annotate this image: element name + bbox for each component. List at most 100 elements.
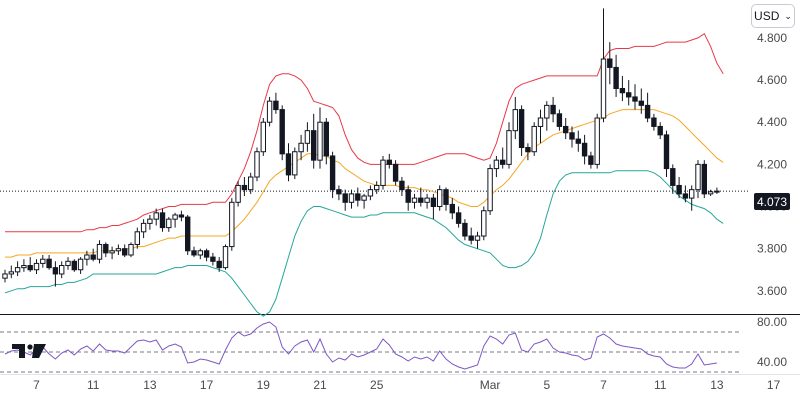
candle-body bbox=[626, 92, 632, 98]
candle-body bbox=[216, 260, 222, 269]
candle-body bbox=[52, 267, 59, 275]
candle-body bbox=[317, 121, 323, 161]
candle bbox=[14, 261, 21, 277]
candle bbox=[682, 185, 689, 203]
candle bbox=[109, 246, 115, 260]
candle-body bbox=[147, 218, 153, 224]
currency-label: USD bbox=[754, 9, 780, 23]
candle-body bbox=[462, 222, 468, 237]
candlestick-series bbox=[2, 8, 720, 287]
candle bbox=[670, 164, 676, 194]
candle bbox=[140, 219, 147, 239]
time-tick-label: 11 bbox=[654, 378, 667, 392]
candle-body bbox=[569, 132, 575, 140]
candle-body bbox=[311, 130, 317, 161]
candle-body bbox=[153, 212, 159, 220]
price-tick-label: 3.800 bbox=[757, 242, 787, 256]
candle bbox=[46, 254, 52, 270]
candle bbox=[361, 193, 367, 209]
candle bbox=[197, 248, 204, 260]
last-price-label: 4.073 bbox=[754, 193, 790, 210]
price-axis[interactable]: 3.6003.8004.0004.2004.4004.6004.80080.00… bbox=[757, 31, 787, 369]
rsi-line bbox=[4, 321, 717, 370]
candle bbox=[676, 177, 682, 199]
candle-body bbox=[481, 210, 487, 237]
candle bbox=[418, 187, 424, 207]
currency-selector-button[interactable]: USD ⌄ bbox=[751, 4, 795, 28]
candle bbox=[285, 143, 292, 182]
price-tick-label: 4.200 bbox=[757, 157, 787, 171]
candle bbox=[77, 257, 84, 274]
candle bbox=[59, 261, 65, 279]
candle-body bbox=[115, 248, 122, 252]
candle bbox=[323, 118, 330, 165]
candle bbox=[626, 80, 632, 106]
candle bbox=[594, 113, 600, 169]
candle-body bbox=[329, 155, 336, 191]
time-tick-label: 21 bbox=[313, 378, 327, 392]
candle-body bbox=[575, 138, 581, 144]
candle-body bbox=[644, 104, 651, 119]
candle bbox=[468, 227, 474, 245]
candle bbox=[8, 265, 15, 279]
candle-body bbox=[279, 109, 285, 155]
time-tick-label: 19 bbox=[257, 378, 271, 392]
chevron-down-icon: ⌄ bbox=[784, 10, 792, 21]
candle-body bbox=[632, 96, 638, 102]
candle-body bbox=[103, 243, 109, 254]
candle bbox=[550, 96, 556, 123]
time-axis[interactable]: 7 11 13 17 19 21 25 Mar 5 7 11 13 17 bbox=[33, 378, 780, 392]
candle bbox=[52, 261, 59, 287]
candle-body bbox=[449, 203, 456, 214]
candle bbox=[544, 101, 550, 131]
candle-body bbox=[500, 159, 506, 165]
candle bbox=[241, 177, 248, 196]
time-tick-label: 13 bbox=[143, 378, 157, 392]
candle bbox=[65, 257, 71, 270]
candle bbox=[455, 206, 462, 228]
candle-body bbox=[178, 214, 185, 218]
candle bbox=[329, 151, 336, 199]
candle-body bbox=[581, 142, 588, 157]
candle bbox=[317, 107, 323, 169]
candle bbox=[222, 244, 229, 270]
candle-body bbox=[707, 191, 714, 195]
candle bbox=[714, 187, 720, 194]
candle bbox=[638, 88, 644, 114]
candle-body bbox=[260, 121, 267, 153]
candle bbox=[367, 185, 374, 201]
time-tick-label: 11 bbox=[87, 378, 100, 392]
candle bbox=[266, 96, 273, 127]
candle bbox=[159, 208, 166, 232]
candle-body bbox=[46, 258, 52, 269]
candle bbox=[128, 242, 134, 258]
candle-body bbox=[506, 130, 512, 165]
candle bbox=[663, 130, 670, 178]
candle-body bbox=[663, 134, 670, 170]
candle-body bbox=[361, 195, 367, 201]
candle bbox=[216, 257, 222, 272]
candle bbox=[33, 259, 40, 274]
tradingview-logo-icon[interactable] bbox=[12, 342, 46, 360]
candle-body bbox=[128, 243, 134, 256]
candle-body bbox=[348, 193, 355, 203]
price-tick-label: 4.800 bbox=[757, 31, 787, 45]
candle bbox=[449, 198, 456, 220]
candle-body bbox=[411, 197, 418, 203]
candle bbox=[122, 244, 128, 258]
candle bbox=[525, 143, 531, 161]
candle-body bbox=[241, 184, 248, 191]
candle-body bbox=[122, 248, 128, 256]
candle bbox=[134, 227, 141, 249]
candle bbox=[21, 259, 27, 272]
candle bbox=[651, 113, 657, 131]
candle bbox=[424, 193, 430, 209]
time-tick-label: 5 bbox=[543, 378, 550, 392]
candle-body bbox=[266, 100, 273, 123]
time-tick-label: 7 bbox=[600, 378, 607, 392]
time-tick-label: 17 bbox=[200, 378, 214, 392]
candle bbox=[405, 185, 411, 211]
candle bbox=[474, 231, 481, 249]
candle bbox=[342, 189, 348, 211]
